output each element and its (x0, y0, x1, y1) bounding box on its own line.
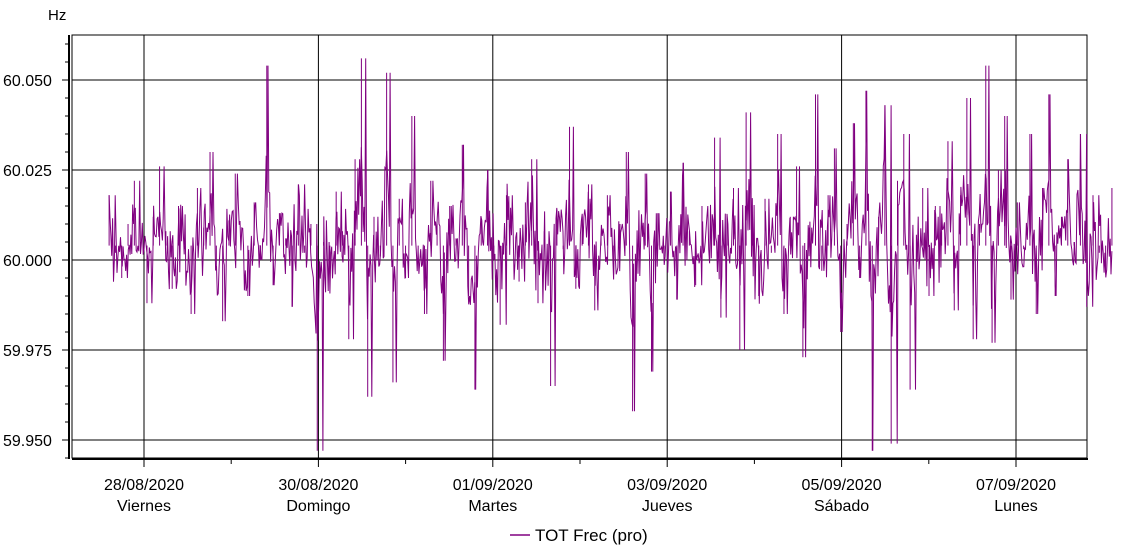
x-tick-date: 03/09/2020 (627, 477, 707, 494)
x-tick-weekday: Viernes (117, 498, 171, 515)
legend: TOT Frec (pro) (510, 526, 648, 545)
y-ticks: 59.950 59.975 60.000 60.025 60.050 (3, 43, 69, 459)
y-axis-unit: Hz (48, 7, 66, 24)
y-tick-label: 60.025 (3, 163, 52, 180)
legend-label: TOT Frec (pro) (535, 526, 648, 545)
series-line-tot-frec (108, 58, 1113, 451)
axes (68, 35, 1088, 460)
y-tick-label: 60.000 (3, 253, 52, 270)
x-tick-weekday: Jueves (642, 498, 693, 515)
x-tick-date: 30/08/2020 (278, 477, 358, 494)
x-tick-weekday: Sábado (814, 498, 869, 515)
x-tick-date: 01/09/2020 (453, 477, 533, 494)
y-tick-label: 59.975 (3, 343, 52, 360)
y-tick-label: 59.950 (3, 433, 52, 450)
x-tick-date: 07/09/2020 (976, 477, 1056, 494)
x-tick-date: 05/09/2020 (802, 477, 882, 494)
x-tick-weekday: Lunes (994, 498, 1038, 515)
x-tick-date: 28/08/2020 (104, 477, 184, 494)
y-tick-label: 60.050 (3, 73, 52, 90)
x-ticks: 28/08/2020 Viernes 30/08/2020 Domingo 01/09/… (104, 459, 1056, 515)
x-tick-weekday: Martes (468, 498, 517, 515)
x-tick-weekday: Domingo (286, 498, 350, 515)
series-layer (108, 58, 1113, 451)
